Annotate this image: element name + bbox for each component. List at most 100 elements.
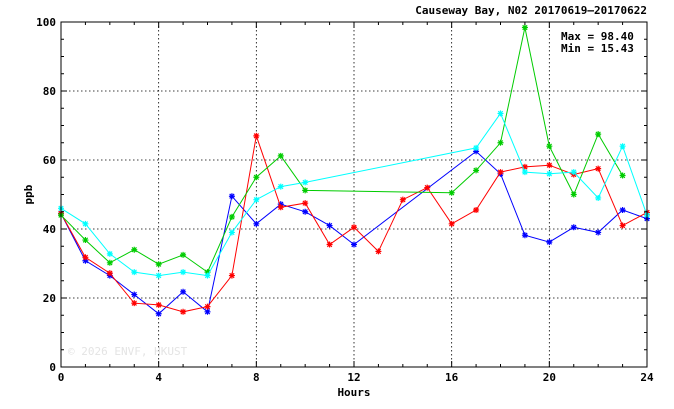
data-point [82, 257, 89, 264]
data-point [521, 169, 528, 176]
data-point [228, 193, 235, 200]
data-point [619, 207, 626, 214]
data-point [302, 208, 309, 215]
data-point [155, 301, 162, 308]
data-point [497, 139, 504, 146]
series-3 [58, 110, 650, 279]
series-line [60, 150, 648, 315]
data-point [228, 213, 235, 220]
data-point [326, 241, 333, 248]
data-point [277, 152, 284, 159]
data-point [595, 229, 602, 236]
data-point [277, 204, 284, 211]
y-tick-label: 40 [43, 223, 56, 236]
data-point [155, 272, 162, 279]
x-tick-label: 12 [347, 371, 360, 384]
data-point [277, 201, 284, 208]
y-tick-label: 100 [36, 16, 56, 29]
series-2 [58, 24, 626, 276]
data-point [619, 172, 626, 179]
data-point [595, 131, 602, 138]
x-tick-label: 0 [58, 371, 65, 384]
data-point [253, 174, 260, 181]
data-point [473, 207, 480, 214]
grid-lines [61, 22, 647, 367]
x-tick-label: 20 [543, 371, 556, 384]
data-point [253, 220, 260, 227]
data-point [180, 251, 187, 258]
data-point [473, 167, 480, 174]
x-axis-label: Hours [337, 386, 370, 399]
data-point [131, 269, 138, 276]
x-tick-label: 16 [445, 371, 459, 384]
data-point [180, 308, 187, 315]
data-point [131, 300, 138, 307]
data-point [473, 144, 480, 151]
data-point [619, 222, 626, 229]
series-1 [58, 132, 650, 315]
data-point [546, 143, 553, 150]
y-tick-label: 60 [43, 154, 56, 167]
data-point [546, 239, 553, 246]
data-point [204, 308, 211, 315]
y-tick-label: 80 [43, 85, 56, 98]
data-point [546, 170, 553, 177]
watermark: © 2026 ENVF, HKUST [68, 345, 188, 358]
data-point [302, 200, 309, 207]
x-tick-label: 4 [155, 371, 162, 384]
data-point [473, 148, 480, 155]
data-point [448, 220, 455, 227]
data-point [82, 237, 89, 244]
data-point [106, 250, 113, 257]
x-tick-label: 8 [253, 371, 260, 384]
data-point [351, 241, 357, 248]
data-point [277, 183, 284, 190]
data-point [228, 272, 235, 279]
data-point [351, 224, 357, 231]
data-point [521, 232, 528, 239]
data-point [497, 169, 504, 176]
data-point [204, 303, 211, 310]
min-annotation: Min = 15.43 [561, 42, 634, 55]
series-layer [58, 24, 650, 317]
data-point [204, 272, 211, 279]
data-point [595, 165, 602, 172]
y-tick-label: 20 [43, 292, 56, 305]
data-point [302, 179, 309, 186]
data-point [375, 248, 382, 255]
data-point [204, 269, 211, 276]
data-point [570, 191, 577, 198]
data-point [424, 184, 431, 191]
data-point [399, 196, 406, 203]
y-tick-label: 0 [49, 361, 56, 374]
data-point [106, 270, 113, 277]
data-point [82, 254, 89, 261]
max-annotation: Max = 98.40 [561, 30, 634, 43]
data-point [521, 24, 528, 31]
data-point [546, 162, 553, 169]
data-point [448, 189, 455, 196]
data-point [326, 222, 333, 229]
chart-title: Causeway Bay, N02 20170619–20170622 [415, 4, 647, 17]
data-point [619, 143, 626, 150]
axis-ticks: 0 4 8 12 16 20 24 0 20 40 60 80 100 [36, 16, 654, 384]
data-point [228, 229, 235, 236]
data-point [497, 110, 504, 117]
data-point [570, 169, 577, 176]
data-point [253, 132, 260, 139]
data-point [131, 291, 138, 298]
data-point [253, 196, 260, 203]
x-tick-label: 24 [640, 371, 654, 384]
data-point [521, 163, 528, 170]
data-point [106, 259, 113, 266]
data-point [155, 261, 162, 268]
data-point [82, 220, 89, 227]
data-point [131, 246, 138, 253]
data-point [595, 194, 602, 201]
data-point [570, 224, 577, 231]
data-point [302, 187, 309, 194]
y-axis-label: ppb [22, 184, 35, 204]
series-0 [58, 148, 650, 317]
data-point [180, 288, 187, 295]
